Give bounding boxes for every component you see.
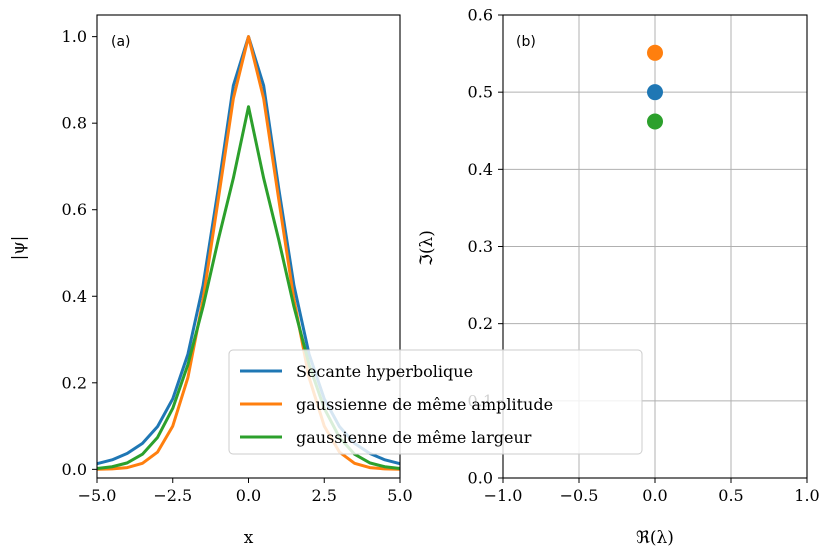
y-tick-label: 0.8 (62, 114, 87, 133)
x-tick-label: −0.5 (560, 486, 599, 505)
x-tick-label: 1.0 (794, 486, 819, 505)
x-tick-label: −5.0 (78, 486, 117, 505)
legend-box (228, 349, 643, 455)
x-tick-label: 0.0 (236, 486, 261, 505)
legend-label: Secante hyperbolique (296, 362, 473, 381)
panel-b-scatter-chart: −1.0−0.50.00.51.0 0.00.10.20.30.40.50.6 … (417, 6, 820, 549)
legend-label: gaussienne de même largeur (296, 428, 532, 447)
legend-label: gaussienne de même amplitude (296, 395, 553, 414)
scatter-point-0 (647, 44, 663, 61)
panel-a-x-axis-label: x (244, 528, 254, 548)
y-tick-label: 0.5 (468, 83, 493, 102)
y-tick-label: 0.3 (468, 237, 493, 256)
series-line-1 (96, 35, 401, 471)
y-tick-label: 0.6 (62, 200, 87, 219)
y-tick-label: 0.6 (468, 6, 493, 25)
y-tick-label: 0.4 (468, 160, 493, 179)
y-tick-label: 1.0 (62, 27, 87, 46)
x-tick-label: 0.5 (718, 486, 743, 505)
x-tick-label: 2.5 (312, 486, 337, 505)
x-tick-label: −2.5 (153, 486, 192, 505)
y-tick-label: 0.2 (62, 373, 87, 392)
scatter-point-2 (647, 113, 663, 130)
x-tick-label: 5.0 (387, 486, 412, 505)
panel-a-y-axis-label: |ψ| (9, 236, 29, 261)
panel-b-y-axis-label: ℑ(λ) (417, 230, 437, 266)
panel-b-x-ticks: −1.0 −0.5 0.0 0.5 1.0 (484, 478, 820, 505)
panel-a-y-ticks: 0.0 0.2 0.4 0.6 0.8 1.0 (62, 27, 97, 479)
x-tick-label: 0.0 (642, 486, 667, 505)
scatter-point-1 (647, 84, 663, 101)
panel-a-x-ticks: −5.0 −2.5 0.0 2.5 5.0 (78, 478, 413, 505)
panel-a-tag: (a) (111, 34, 131, 50)
y-tick-label: 0.4 (62, 287, 87, 306)
y-tick-label: 0.2 (468, 314, 493, 333)
panel-b-points (647, 44, 663, 130)
y-tick-label: 0.0 (468, 469, 493, 488)
x-tick-label: −1.0 (484, 486, 523, 505)
panel-a-line-chart: −5.0 −2.5 0.0 2.5 5.0 0.0 0.2 0.4 0.6 0.8 1.0 (a)… (9, 14, 413, 548)
y-tick-label: 0.0 (62, 460, 87, 479)
legend: Secante hyperbolique gaussienne de même a… (228, 349, 643, 455)
panel-b-tag: (b) (516, 34, 536, 50)
panel-b-x-axis-label: ℜ(λ) (636, 528, 674, 548)
legend-items: Secante hyperbolique gaussienne de même a… (240, 362, 553, 447)
